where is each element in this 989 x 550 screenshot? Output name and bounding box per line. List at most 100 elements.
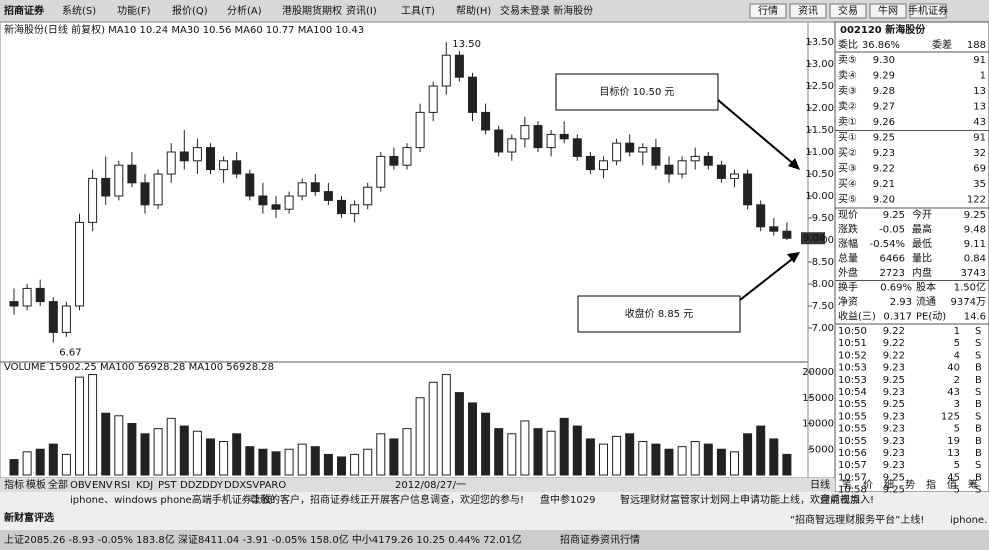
bid-cell: 91 <box>973 133 986 144</box>
news-item[interactable]: “招商智远理财服务平台”上线! <box>790 513 924 526</box>
menu-item[interactable]: 功能(F) <box>117 4 151 17</box>
bid-cell: 买① <box>838 132 857 144</box>
menu-button-label[interactable]: 手机证券 <box>908 4 948 17</box>
indicator-tab[interactable]: OBV <box>70 480 91 491</box>
candle-body <box>22 287 32 307</box>
volume-bar <box>703 443 713 476</box>
y-tick-label: 11.50 <box>805 125 834 136</box>
ask-cell: 9.30 <box>873 55 895 66</box>
menu-button[interactable] <box>749 3 787 19</box>
v-tick-label: 10000 <box>802 419 834 430</box>
candle-body <box>337 199 346 215</box>
menu-button[interactable] <box>909 3 947 19</box>
volume-bar <box>206 438 215 476</box>
candle-body <box>599 160 608 171</box>
v-tick-label: 15000 <box>802 393 834 404</box>
date-label: 2012/08/27/一 <box>395 480 466 491</box>
volume-bar <box>638 441 648 476</box>
menu-item[interactable]: 资讯(I) <box>346 5 377 17</box>
menu-item[interactable]: 帮助(H) <box>456 4 491 17</box>
volume-header: VOLUME 15902.25 MA100 56928.28 MA100 569… <box>4 362 274 373</box>
volume-bar <box>75 376 84 476</box>
menu-button-label[interactable]: 牛网 <box>878 4 898 17</box>
volume-bar <box>664 448 674 476</box>
trade-cell: S <box>975 350 981 361</box>
trade-cell: 10:55 <box>838 399 867 410</box>
quote-cell: 最低 <box>912 237 932 250</box>
right-panel <box>834 21 989 493</box>
menu-button-label[interactable]: 交易 <box>838 4 858 17</box>
indicator-tab[interactable]: 全部 <box>48 478 68 491</box>
candle-body <box>703 155 713 166</box>
trade-cell: 10:51 <box>838 338 867 349</box>
candle-body <box>61 305 71 333</box>
news-item[interactable]: 尊敬的客户，招商证券线正开展客户信息调查，欢迎您的参与! <box>250 493 524 506</box>
stat-cell: 9374万 <box>951 297 986 308</box>
menu-item[interactable]: 系统(S) <box>62 4 96 17</box>
ask-cell: 13 <box>973 86 986 97</box>
panel-tab[interactable]: 指 <box>926 478 936 491</box>
indicator-tab[interactable]: RSI <box>114 480 130 491</box>
ask-cell: 卖③ <box>838 85 857 97</box>
indicator-tab[interactable]: DDZ <box>180 480 202 491</box>
volume-bar <box>782 453 792 476</box>
y-tick-label: 10.00 <box>805 191 834 202</box>
y-tick-label: 8.50 <box>812 257 834 268</box>
period-label: 日线 <box>810 478 830 491</box>
trade-cell: B <box>975 436 982 447</box>
panel-tab[interactable]: 值 <box>947 478 957 491</box>
indicator-tab[interactable]: 模板 <box>26 478 46 491</box>
candle-body <box>533 125 543 149</box>
trade-cell: 9.25 <box>883 399 905 410</box>
menu-button[interactable] <box>869 3 907 19</box>
menu-button[interactable] <box>829 3 867 19</box>
bid-cell: 35 <box>973 179 986 190</box>
menu-button[interactable] <box>789 3 827 19</box>
quote-cell: 9.25 <box>883 210 905 221</box>
news-item[interactable]: 盘前视点 <box>820 493 860 506</box>
menu-item[interactable]: 报价(Q) <box>172 4 208 17</box>
panel-tab[interactable]: 势 <box>905 478 915 491</box>
menu-item[interactable]: 港股期货期权 <box>282 4 342 17</box>
news-item[interactable]: 智远理财财富管家计划网上申请功能上线，欢迎点击加入! <box>620 493 874 506</box>
bid-cell: 买② <box>838 147 857 159</box>
candle-body <box>402 147 412 166</box>
menu-item[interactable]: 工具(T) <box>401 5 435 17</box>
trade-cell: 10:55 <box>838 411 867 422</box>
last-price-label: 9.04 <box>803 233 825 244</box>
news-item[interactable]: 盘中参1029 <box>540 493 595 506</box>
indicator-tab[interactable]: DDX <box>224 480 246 491</box>
candle-body <box>677 160 687 175</box>
menu-button-label[interactable]: 行情 <box>758 4 778 17</box>
candle-body <box>245 173 255 197</box>
indicator-tab[interactable]: 指标 <box>4 478 24 491</box>
indicator-tab[interactable]: KDJ <box>136 480 153 491</box>
trade-cell: 10:50 <box>838 326 867 337</box>
indicator-tab[interactable]: PST <box>158 480 177 491</box>
indicator-tab[interactable]: ENV <box>92 480 113 491</box>
candle-body <box>127 164 137 184</box>
quote-cell: 总量 <box>838 252 858 265</box>
trade-cell: S <box>975 411 981 422</box>
panel-tab[interactable]: 细 <box>884 478 894 491</box>
candle-body <box>520 125 530 140</box>
indicator-tab[interactable]: DDY <box>202 480 224 491</box>
volume-bar <box>507 433 517 476</box>
volume-bar <box>599 443 608 476</box>
menu-item[interactable]: 分析(A) <box>227 4 262 17</box>
menu-button-label[interactable]: 资讯 <box>798 5 818 17</box>
volume-bar <box>297 443 307 476</box>
bid-cell: 9.23 <box>873 148 895 159</box>
panel-tab[interactable]: 价 <box>863 479 873 491</box>
trade-cell: 10:58 <box>838 485 867 496</box>
news-item[interactable]: iphone. <box>950 515 987 526</box>
trade-cell: 9.23 <box>883 448 905 459</box>
news-item[interactable]: iphone、windows phone高端手机证券上线! <box>70 493 276 506</box>
panel-tab[interactable]: 笔 <box>842 478 852 491</box>
panel-tab[interactable]: 筹 <box>968 478 978 491</box>
trade-cell: S <box>975 485 981 496</box>
indicator-tab[interactable]: SVPARO <box>246 480 286 491</box>
volume-bar <box>716 448 726 476</box>
